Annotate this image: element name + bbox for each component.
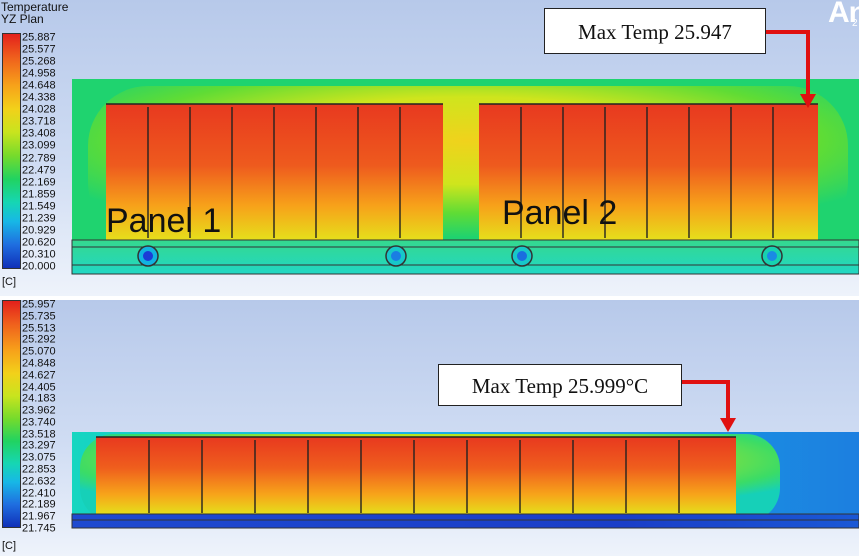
legend-tick-label: 23.518 [22, 428, 56, 441]
legend-tick-label: 24.958 [22, 67, 56, 80]
legend-tick-label: 23.408 [22, 127, 56, 140]
temperature-contour-top [71, 30, 859, 275]
legend-tick-label: 20.310 [22, 248, 56, 261]
cold-plate [71, 239, 859, 275]
top-result-view: Temperature YZ Plan 25.887 25.577 25.268 24… [0, 0, 859, 296]
legend-subtitle: YZ Plan [1, 12, 44, 26]
coolant-pipes [137, 245, 783, 267]
legend-tick-label: 24.405 [22, 381, 56, 394]
legend-tick-label: 24.338 [22, 91, 56, 104]
legend-tick-label: 25.735 [22, 310, 56, 323]
legend-unit: [C] [2, 276, 17, 288]
temperature-contour-bottom [71, 380, 859, 529]
panel-1-label: Panel 1 [106, 202, 222, 240]
legend-tick-label: 25.887 [22, 31, 56, 44]
cold-plate [71, 513, 859, 529]
legend-tick-label: 23.099 [22, 139, 56, 152]
legend-tick-label: 22.410 [22, 487, 56, 500]
legend-tick-label: 24.648 [22, 79, 56, 92]
legend-tick-label: 23.962 [22, 404, 56, 417]
color-scale-bar [2, 300, 21, 528]
legend-tick-label: 21.549 [22, 200, 56, 213]
legend-tick-label: 22.169 [22, 176, 56, 189]
legend-title: Temperature [1, 0, 69, 14]
legend-tick-label: 24.627 [22, 369, 56, 382]
panel-2-label: Panel 2 [502, 194, 618, 232]
legend-tick-label: 21.859 [22, 188, 56, 201]
legend-tick-label: 20.929 [22, 224, 56, 237]
legend-tick-label: 24.848 [22, 357, 56, 370]
bottom-result-view: 25.957 25.735 25.513 25.292 25.070 24.848 24.6… [0, 300, 859, 556]
legend-tick-label: 25.292 [22, 333, 56, 346]
legend-tick-label: 22.189 [22, 498, 56, 511]
max-temp-callout: Max Temp 25.999°C [438, 364, 682, 406]
view-divider [0, 296, 859, 300]
callout-arrow [682, 380, 730, 420]
panel-2-body [479, 104, 818, 240]
legend-tick-label: 20.000 [22, 260, 56, 273]
legend-tick-label: 23.297 [22, 439, 56, 452]
ansys-logo: An [828, 0, 859, 29]
legend-tick-label: 21.745 [22, 522, 56, 535]
cell-dividers [106, 103, 818, 238]
legend-tick-label: 21.967 [22, 510, 56, 523]
legend-tick-label: 25.070 [22, 345, 56, 358]
legend-tick-label: 22.853 [22, 463, 56, 476]
cell-dividers [96, 436, 736, 513]
legend-tick-label: 21.239 [22, 212, 56, 225]
legend-tick-label: 24.028 [22, 103, 56, 116]
legend-tick-label: 25.577 [22, 43, 56, 56]
legend-tick-label: 23.718 [22, 115, 56, 128]
legend-tick-label: 23.075 [22, 451, 56, 464]
legend-tick-label: 25.957 [22, 300, 56, 311]
legend-tick-label: 20.620 [22, 236, 56, 249]
legend-tick-label: 24.183 [22, 392, 56, 405]
legend-tick-label: 23.740 [22, 416, 56, 429]
legend-tick-label: 22.479 [22, 164, 56, 177]
legend-tick-label: 25.268 [22, 55, 56, 68]
callout-arrow [766, 30, 810, 96]
legend-unit: [C] [2, 540, 17, 552]
max-temp-callout: Max Temp 25.947 [544, 8, 766, 54]
battery-pack-body [96, 437, 736, 514]
legend-tick-label: 22.789 [22, 152, 56, 165]
color-scale-bar [2, 33, 21, 269]
legend-tick-label: 22.632 [22, 475, 56, 488]
legend-tick-label: 25.513 [22, 322, 56, 335]
logo-subtext: 2 [852, 18, 858, 29]
